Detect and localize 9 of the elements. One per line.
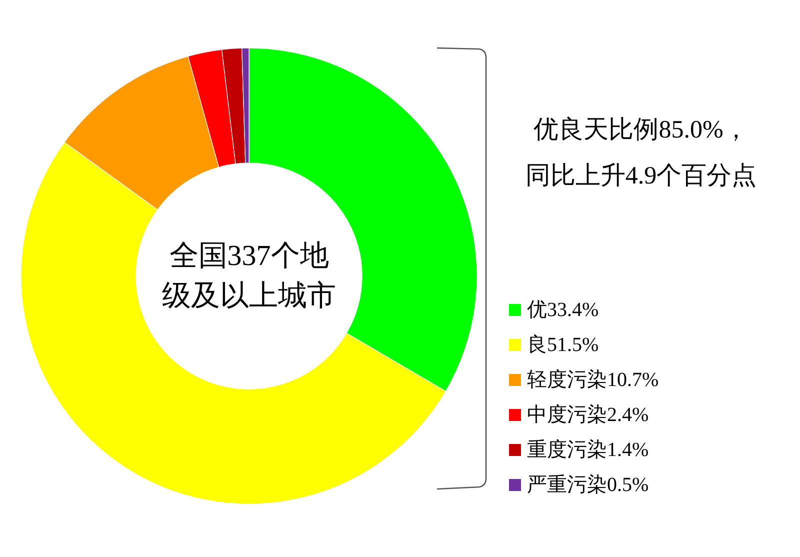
text: 全国337个地级及以上城市 bbox=[162, 240, 336, 312]
legend-label: 轻度污染10.7% bbox=[527, 369, 659, 391]
legend-label: 严重污染0.5% bbox=[527, 474, 649, 496]
legend-label: 优33.4% bbox=[527, 299, 599, 321]
legend-label: 良51.5% bbox=[527, 334, 599, 356]
legend-label: 中度污染2.4% bbox=[527, 404, 649, 426]
text: 优良天比例85.0%， bbox=[534, 116, 748, 144]
text: 同比上升4.9个百分点 bbox=[525, 162, 757, 190]
legend-label: 重度污染1.4% bbox=[527, 439, 649, 461]
